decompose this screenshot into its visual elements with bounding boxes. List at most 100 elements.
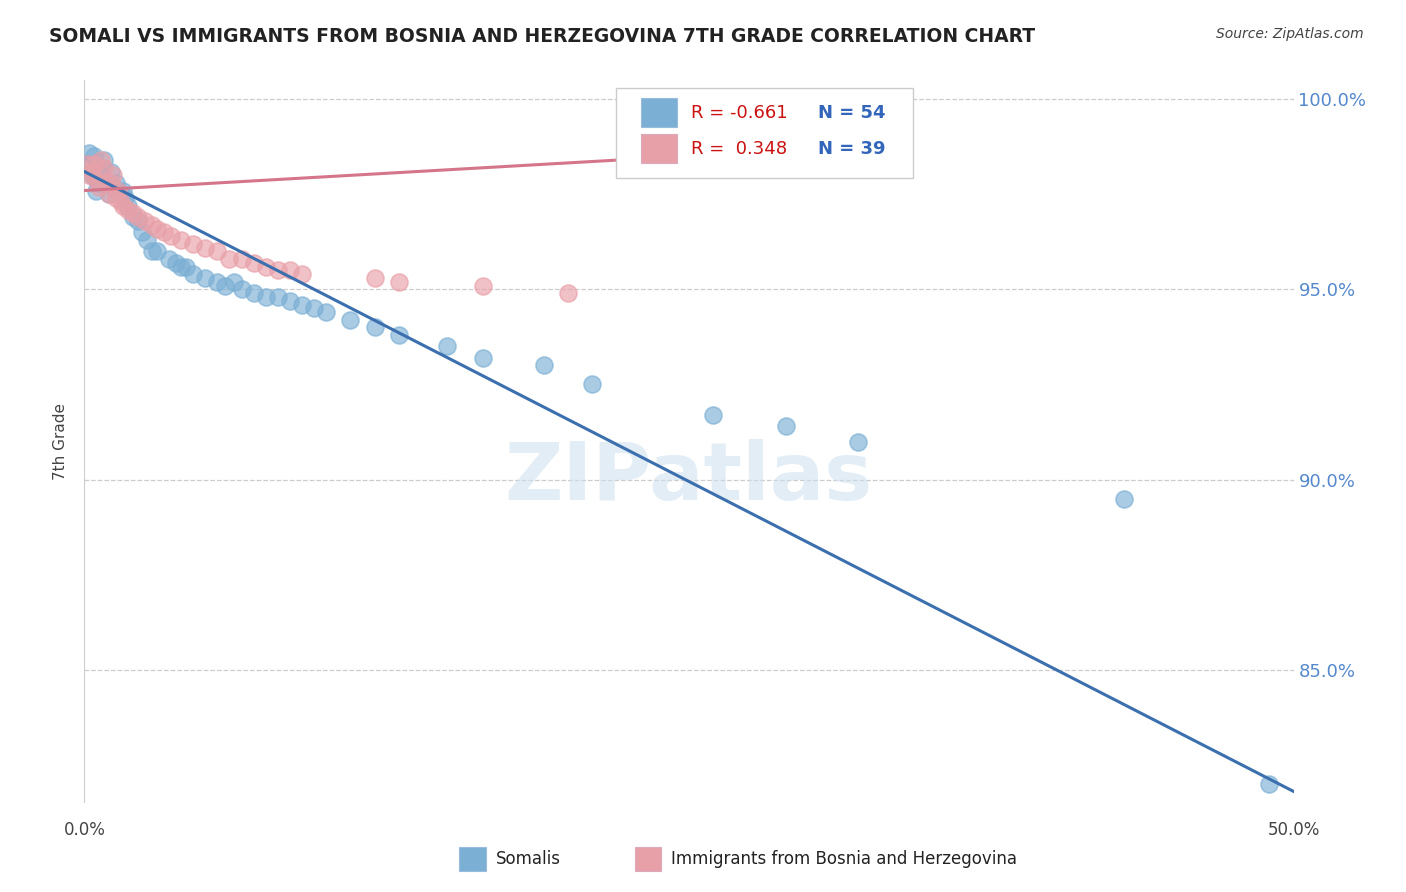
Point: [581, 377, 603, 392]
Point: [76, 157, 98, 171]
Point: [110, 187, 132, 202]
Point: [90, 161, 112, 175]
Point: [267, 290, 290, 304]
Point: [388, 275, 411, 289]
Point: [214, 278, 236, 293]
Point: [131, 226, 153, 240]
Point: [87, 176, 110, 190]
Point: [231, 282, 253, 296]
Point: [97, 187, 120, 202]
Point: [242, 286, 264, 301]
Point: [86, 172, 108, 186]
Point: [194, 241, 217, 255]
Point: [121, 206, 143, 220]
Text: ZIPatlas: ZIPatlas: [505, 439, 873, 516]
Point: [94, 176, 117, 190]
Point: [117, 199, 139, 213]
Text: 0.0%: 0.0%: [63, 821, 105, 838]
Point: [291, 298, 314, 312]
Point: [153, 226, 176, 240]
Point: [103, 179, 125, 194]
Point: [136, 233, 159, 247]
Point: [388, 328, 411, 343]
Point: [86, 184, 108, 198]
Point: [121, 210, 143, 224]
Point: [846, 434, 869, 449]
Point: [127, 214, 149, 228]
Point: [90, 153, 112, 168]
Point: [174, 260, 197, 274]
Point: [363, 320, 385, 334]
Point: [472, 278, 495, 293]
Point: [207, 244, 229, 259]
Point: [80, 169, 103, 183]
Point: [702, 408, 724, 422]
Point: [100, 176, 122, 190]
Text: Immigrants from Bosnia and Herzegovina: Immigrants from Bosnia and Herzegovina: [671, 850, 1017, 868]
Point: [339, 313, 361, 327]
Point: [472, 351, 495, 365]
Point: [231, 252, 253, 266]
Text: N = 39: N = 39: [818, 140, 886, 158]
Point: [278, 263, 301, 277]
Text: Source: ZipAtlas.com: Source: ZipAtlas.com: [1216, 27, 1364, 41]
Point: [100, 164, 122, 178]
Point: [160, 229, 183, 244]
Point: [181, 236, 204, 251]
Point: [93, 153, 115, 168]
Point: [107, 184, 129, 198]
FancyBboxPatch shape: [616, 87, 912, 178]
Point: [207, 275, 229, 289]
FancyBboxPatch shape: [460, 847, 486, 871]
Point: [80, 164, 103, 178]
Point: [112, 199, 135, 213]
Point: [112, 184, 135, 198]
Point: [103, 169, 125, 183]
Point: [157, 252, 180, 266]
Text: 50.0%: 50.0%: [1267, 821, 1320, 838]
Point: [87, 179, 110, 194]
FancyBboxPatch shape: [641, 98, 676, 128]
Point: [83, 149, 105, 163]
Point: [134, 214, 156, 228]
Point: [302, 301, 325, 316]
Point: [76, 157, 98, 171]
Point: [94, 176, 117, 190]
Point: [533, 359, 555, 373]
FancyBboxPatch shape: [641, 135, 676, 163]
Point: [104, 176, 127, 190]
Point: [267, 263, 290, 277]
Point: [224, 275, 246, 289]
Text: R = -0.661: R = -0.661: [692, 103, 787, 122]
Point: [218, 252, 240, 266]
Point: [278, 293, 301, 308]
Point: [86, 172, 108, 186]
Point: [557, 286, 579, 301]
Point: [315, 305, 337, 319]
Point: [110, 194, 132, 209]
Point: [194, 271, 217, 285]
Point: [114, 191, 136, 205]
Point: [181, 267, 204, 281]
Point: [775, 419, 797, 434]
Point: [83, 157, 105, 171]
Point: [117, 202, 139, 217]
Point: [363, 271, 385, 285]
FancyBboxPatch shape: [634, 847, 661, 871]
Point: [127, 210, 149, 224]
Point: [170, 260, 193, 274]
Text: N = 54: N = 54: [818, 103, 886, 122]
Point: [93, 161, 115, 175]
Point: [77, 169, 100, 183]
Point: [107, 184, 129, 198]
Point: [170, 233, 193, 247]
Point: [97, 187, 120, 202]
Point: [1258, 777, 1281, 791]
Point: [254, 260, 277, 274]
Point: [146, 244, 169, 259]
Point: [104, 191, 127, 205]
Point: [141, 218, 163, 232]
Point: [291, 267, 314, 281]
Text: SOMALI VS IMMIGRANTS FROM BOSNIA AND HERZEGOVINA 7TH GRADE CORRELATION CHART: SOMALI VS IMMIGRANTS FROM BOSNIA AND HER…: [49, 27, 1035, 45]
Point: [254, 290, 277, 304]
